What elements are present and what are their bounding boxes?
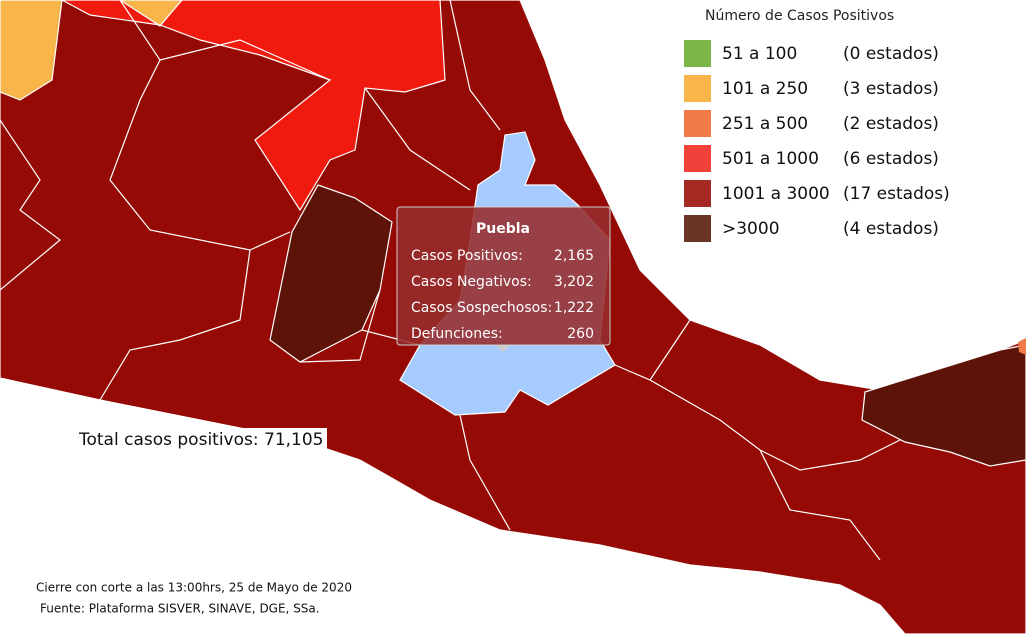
legend-swatch	[684, 40, 711, 67]
tooltip-value: 2,165	[554, 248, 594, 264]
legend-range: 501 a 1000	[722, 149, 819, 169]
legend-count: (6 estados)	[843, 149, 939, 169]
legend-swatch	[684, 215, 711, 242]
legend-swatch	[684, 110, 711, 137]
legend-count: (2 estados)	[843, 114, 939, 134]
tooltip-title: Puebla	[476, 221, 530, 237]
legend-range: 51 a 100	[722, 44, 797, 64]
legend-count: (3 estados)	[843, 79, 939, 99]
tooltip-label: Casos Positivos:	[411, 248, 523, 264]
legend-swatch	[684, 180, 711, 207]
state-region[interactable]	[861, 344, 1026, 467]
tooltip-value: 1,222	[554, 300, 594, 316]
legend-swatch	[684, 75, 711, 102]
legend-swatch	[684, 145, 711, 172]
tooltip-label: Casos Sospechosos:	[411, 300, 552, 316]
legend-count: (4 estados)	[843, 219, 939, 239]
tooltip-value: 3,202	[554, 274, 594, 290]
tooltip-value: 260	[567, 326, 594, 342]
tooltip: Puebla	[396, 206, 611, 352]
state-border	[0, 0, 900, 560]
tooltip-label: Casos Negativos:	[411, 274, 532, 290]
state-region[interactable]	[0, 0, 63, 101]
legend-range: 101 a 250	[722, 79, 808, 99]
legend-range: 251 a 500	[722, 114, 808, 134]
legend-range: 1001 a 3000	[722, 184, 830, 204]
legend-title: Número de Casos Positivos	[705, 8, 894, 24]
legend-range: >3000	[722, 219, 780, 239]
legend-count: (17 estados)	[843, 184, 950, 204]
total-box	[75, 428, 327, 453]
footer-line: Cierre con corte a las 13:00hrs, 25 de M…	[36, 581, 352, 595]
tooltip-pointer	[495, 345, 511, 352]
total-text: Total casos positivos: 71,105	[78, 430, 323, 450]
tooltip-label: Defunciones:	[411, 326, 503, 342]
state-region[interactable]	[1018, 338, 1026, 355]
footer-line: Fuente: Plataforma SISVER, SINAVE, DGE, …	[40, 602, 320, 616]
legend-count: (0 estados)	[843, 44, 939, 64]
state-region[interactable]	[61, 0, 446, 212]
